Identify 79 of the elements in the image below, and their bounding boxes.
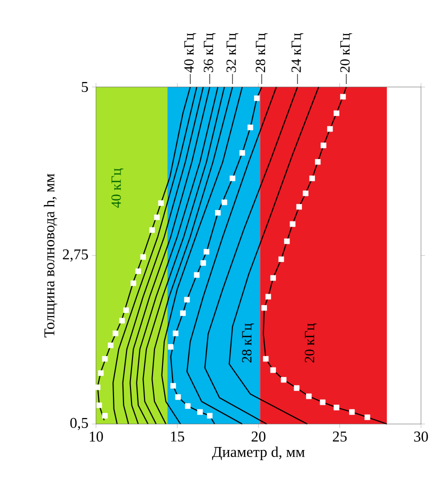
line-series [112, 86, 198, 425]
point [112, 330, 118, 336]
point [108, 342, 114, 348]
line-series [228, 86, 320, 425]
point [204, 248, 210, 255]
point [284, 238, 290, 244]
point [119, 318, 125, 324]
line-series [161, 86, 243, 425]
y-axis-title: Толщина волновода h, мм [44, 174, 58, 338]
point [175, 394, 181, 400]
point [306, 393, 312, 400]
point [266, 294, 272, 300]
point [270, 367, 276, 373]
point [364, 414, 370, 420]
point [320, 399, 326, 406]
point [278, 256, 284, 262]
point [194, 272, 200, 278]
x-tick-label: 15 [171, 432, 184, 442]
point [222, 200, 228, 206]
point [149, 227, 155, 233]
point [96, 402, 102, 408]
point [340, 94, 346, 100]
point [172, 330, 179, 336]
point [263, 356, 269, 362]
point [98, 370, 104, 376]
point [320, 142, 326, 148]
point [315, 159, 321, 165]
text: 28 кГц [256, 33, 268, 72]
text: 36 кГц [204, 33, 216, 72]
point [154, 214, 160, 220]
y-tick-label: 0,5 [70, 418, 88, 430]
y-tick-label: 5 [82, 82, 88, 92]
text: 20 кГц [340, 33, 352, 72]
point [230, 176, 236, 182]
point [248, 124, 254, 130]
text: 40 кГц [184, 33, 196, 73]
point [294, 385, 300, 391]
point [240, 150, 246, 156]
point [296, 204, 302, 210]
x-tick-label: 30 [414, 432, 428, 442]
band-label: 40 кГц [112, 168, 124, 208]
x-tick-label: 20 [252, 432, 266, 442]
x-tick-label: 10 [90, 432, 104, 442]
point [180, 310, 186, 316]
point [302, 190, 309, 196]
text: 32 кГц [226, 33, 239, 72]
x-tick-label: 25 [332, 432, 347, 442]
point [334, 404, 340, 410]
point [136, 268, 142, 274]
point [270, 275, 276, 281]
point [185, 403, 191, 409]
line-series [122, 86, 204, 425]
point [140, 254, 146, 260]
point [200, 260, 206, 266]
point [102, 412, 108, 419]
point [184, 296, 190, 302]
point [349, 409, 355, 415]
point [170, 383, 176, 389]
band-label: 28 кГц [242, 323, 254, 362]
point [254, 95, 260, 102]
point [197, 409, 203, 415]
point [290, 221, 296, 227]
point [215, 210, 221, 216]
point [123, 307, 129, 313]
line-series [186, 86, 278, 425]
point [309, 176, 316, 182]
point [168, 344, 174, 350]
point [207, 412, 213, 419]
point [158, 200, 164, 206]
point [261, 305, 268, 311]
point [102, 356, 108, 362]
x-axis-title: Диаметр d, мм [212, 446, 305, 460]
band-label: 20 кГц [304, 323, 317, 362]
point [334, 110, 340, 116]
point [327, 126, 333, 132]
text: 24 кГц [292, 33, 304, 72]
point [130, 280, 136, 286]
point [280, 377, 287, 383]
y-tick-label: 2,75 [62, 249, 88, 262]
